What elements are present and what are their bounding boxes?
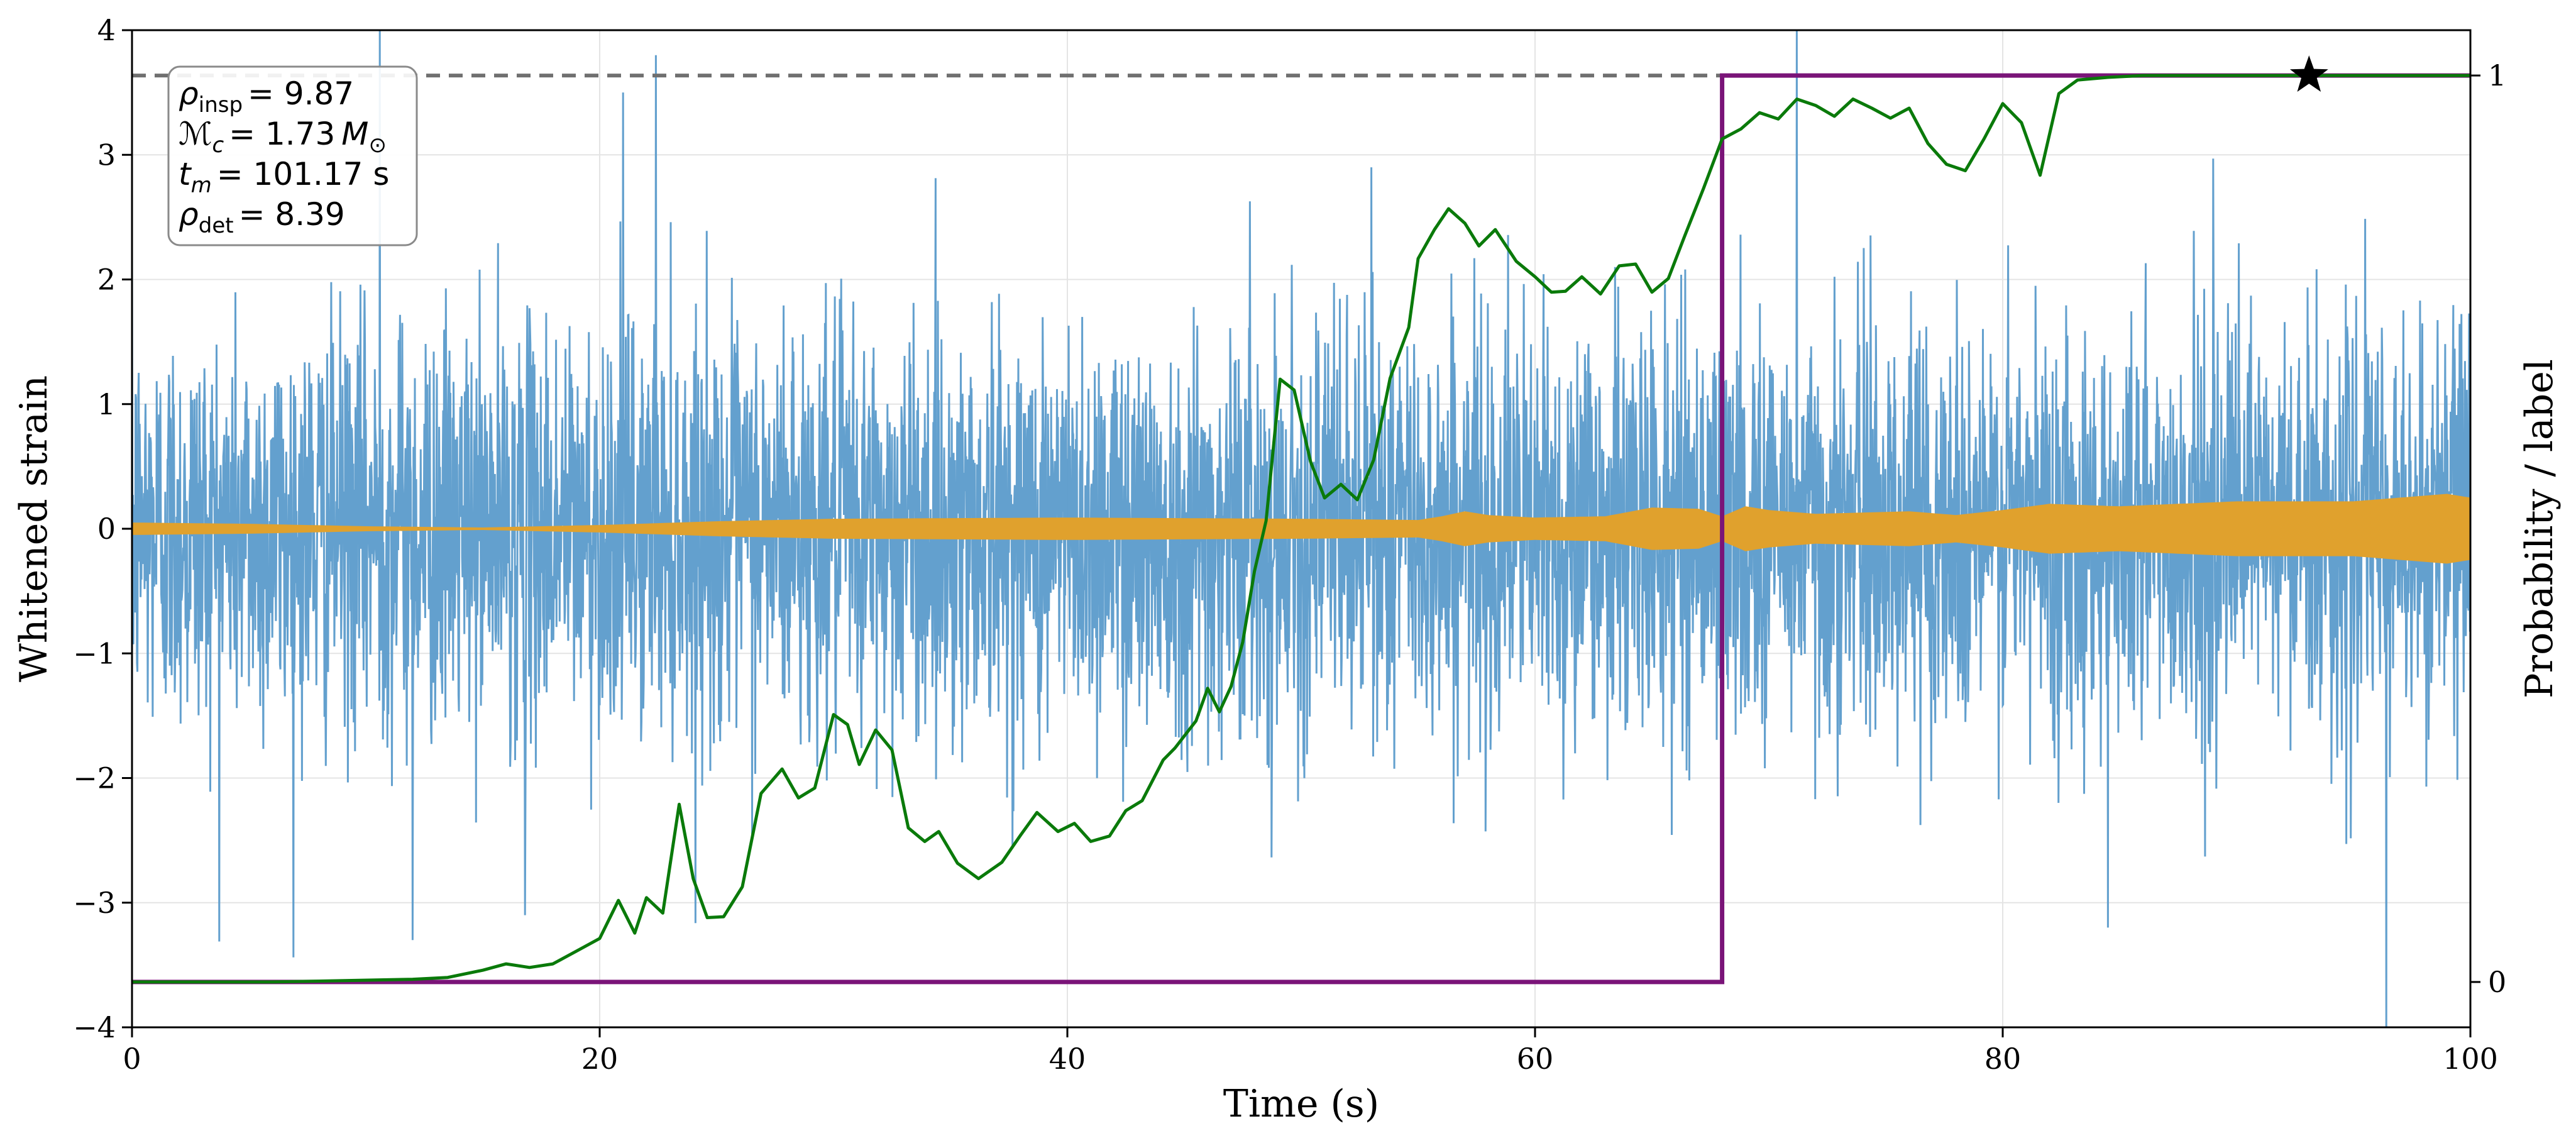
x-tick-label: 80 — [1984, 1042, 2022, 1076]
x-tick-label: 100 — [2443, 1042, 2498, 1076]
y-tick-label: −2 — [73, 761, 116, 795]
y-tick-label: 4 — [97, 13, 116, 47]
chirp-mass-symbol: ℳ — [179, 116, 212, 152]
annotation-chirp-mass: ℳc = 1.73 M⊙ — [179, 116, 387, 158]
chirp-mass-value: = 1.73 — [229, 116, 335, 152]
network-probability-line — [132, 74, 2470, 984]
injection-label-step — [132, 73, 2470, 985]
x-axis-title: Time (s) — [1223, 1082, 1379, 1126]
right-tick-label: 1 — [2488, 58, 2506, 92]
y-tick-label: −3 — [73, 886, 116, 920]
y-tick-label: 2 — [97, 263, 116, 297]
y-tick-label: −1 — [73, 636, 116, 670]
whitened-strain-line — [132, 30, 2470, 1027]
right-axis-ticks: 01 — [2470, 58, 2506, 999]
y-tick-label: 1 — [97, 387, 116, 421]
annotation-frame — [167, 65, 418, 246]
x-tick-label: 0 — [123, 1042, 141, 1076]
annotation-rho-insp: ρinsp = 9.87 — [179, 75, 354, 118]
x-axis-ticks: 0 20 40 60 80 100 — [123, 1027, 2498, 1076]
chirp-mass-sub: c — [212, 133, 224, 158]
rho-det-sub: det — [199, 213, 234, 238]
merger-time-sub: m — [191, 173, 212, 198]
chirp-mass-unit-sub: ⊙ — [368, 133, 387, 158]
merger-time-value: = 101.17 s — [217, 156, 390, 192]
x-tick-label: 60 — [1517, 1042, 1554, 1076]
chirp-mass-unit: M — [341, 116, 368, 152]
detection-star-marker — [2289, 55, 2328, 92]
x-tick-label: 20 — [581, 1042, 619, 1076]
rho-insp-sub: insp — [199, 92, 243, 118]
y-axis-title: Whitened strain — [12, 375, 56, 682]
annotation-rho-det: ρdet = 8.39 — [179, 196, 345, 238]
rho-insp-symbol: ρ — [179, 75, 199, 112]
y-tick-label: −4 — [73, 1010, 116, 1044]
right-axis-title: Probability / label — [2518, 359, 2562, 698]
merger-time-symbol: t — [179, 156, 192, 192]
rho-det-symbol: ρ — [179, 196, 199, 233]
rho-det-value: = 8.39 — [239, 196, 345, 233]
y-tick-label: 3 — [97, 138, 116, 172]
annotation-merger-time: tm = 101.17 s — [179, 156, 389, 198]
right-tick-label: 0 — [2488, 965, 2506, 999]
template-envelope — [132, 494, 2470, 564]
y-tick-label: 0 — [97, 512, 116, 546]
x-tick-label: 40 — [1049, 1042, 1086, 1076]
y-axis-ticks: −4 −3 −2 −1 0 1 2 3 4 — [73, 13, 132, 1044]
rho-insp-value: = 9.87 — [248, 75, 354, 112]
annotation-box: ρinsp = 9.87 ℳc = 1.73 M⊙ tm = 101.17 s ρdet… — [167, 65, 418, 246]
